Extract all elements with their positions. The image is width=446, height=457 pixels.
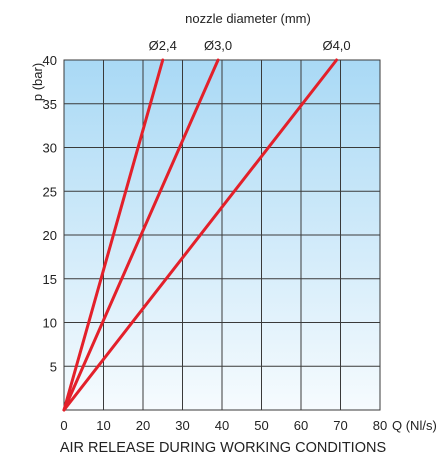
x-tick-label: 30 — [175, 418, 189, 433]
y-tick-labels: 5 10 15 20 25 30 35 40 — [43, 53, 57, 374]
y-tick-label: 40 — [43, 53, 57, 68]
series-line — [62, 58, 165, 412]
x-tick-label: 0 — [60, 418, 67, 433]
x-tick-labels: 0 10 20 30 40 50 60 70 80 — [60, 418, 387, 433]
x-tick-label: 50 — [254, 418, 268, 433]
series-line — [62, 58, 220, 412]
top-axis-label: nozzle diameter (mm) — [185, 11, 311, 26]
y-tick-label: 20 — [43, 228, 57, 243]
x-tick-label: 20 — [136, 418, 150, 433]
y-tick-label: 10 — [43, 316, 57, 331]
chart-caption: AIR RELEASE DURING WORKING CONDITIONS — [60, 440, 386, 456]
x-tick-label: 10 — [96, 418, 110, 433]
series-line — [62, 58, 339, 412]
series-label: Ø2,4 — [149, 38, 177, 53]
x-tick-label: 60 — [294, 418, 308, 433]
series-lines — [62, 58, 339, 412]
series-labels: Ø2,4 Ø3,0 Ø4,0 — [149, 38, 351, 53]
y-tick-label: 30 — [43, 141, 57, 156]
y-tick-label: 5 — [50, 359, 57, 374]
series-label: Ø4,0 — [322, 38, 350, 53]
y-tick-label: 25 — [43, 184, 57, 199]
x-axis-label: Q (Nl/s) — [392, 418, 437, 433]
series-label: Ø3,0 — [204, 38, 232, 53]
x-tick-label: 80 — [373, 418, 387, 433]
y-tick-label: 15 — [43, 272, 57, 287]
y-tick-label: 35 — [43, 97, 57, 112]
x-tick-label: 70 — [333, 418, 347, 433]
plot-frame — [63, 59, 381, 411]
x-tick-label: 40 — [215, 418, 229, 433]
y-axis-label: p (bar) — [30, 63, 45, 101]
